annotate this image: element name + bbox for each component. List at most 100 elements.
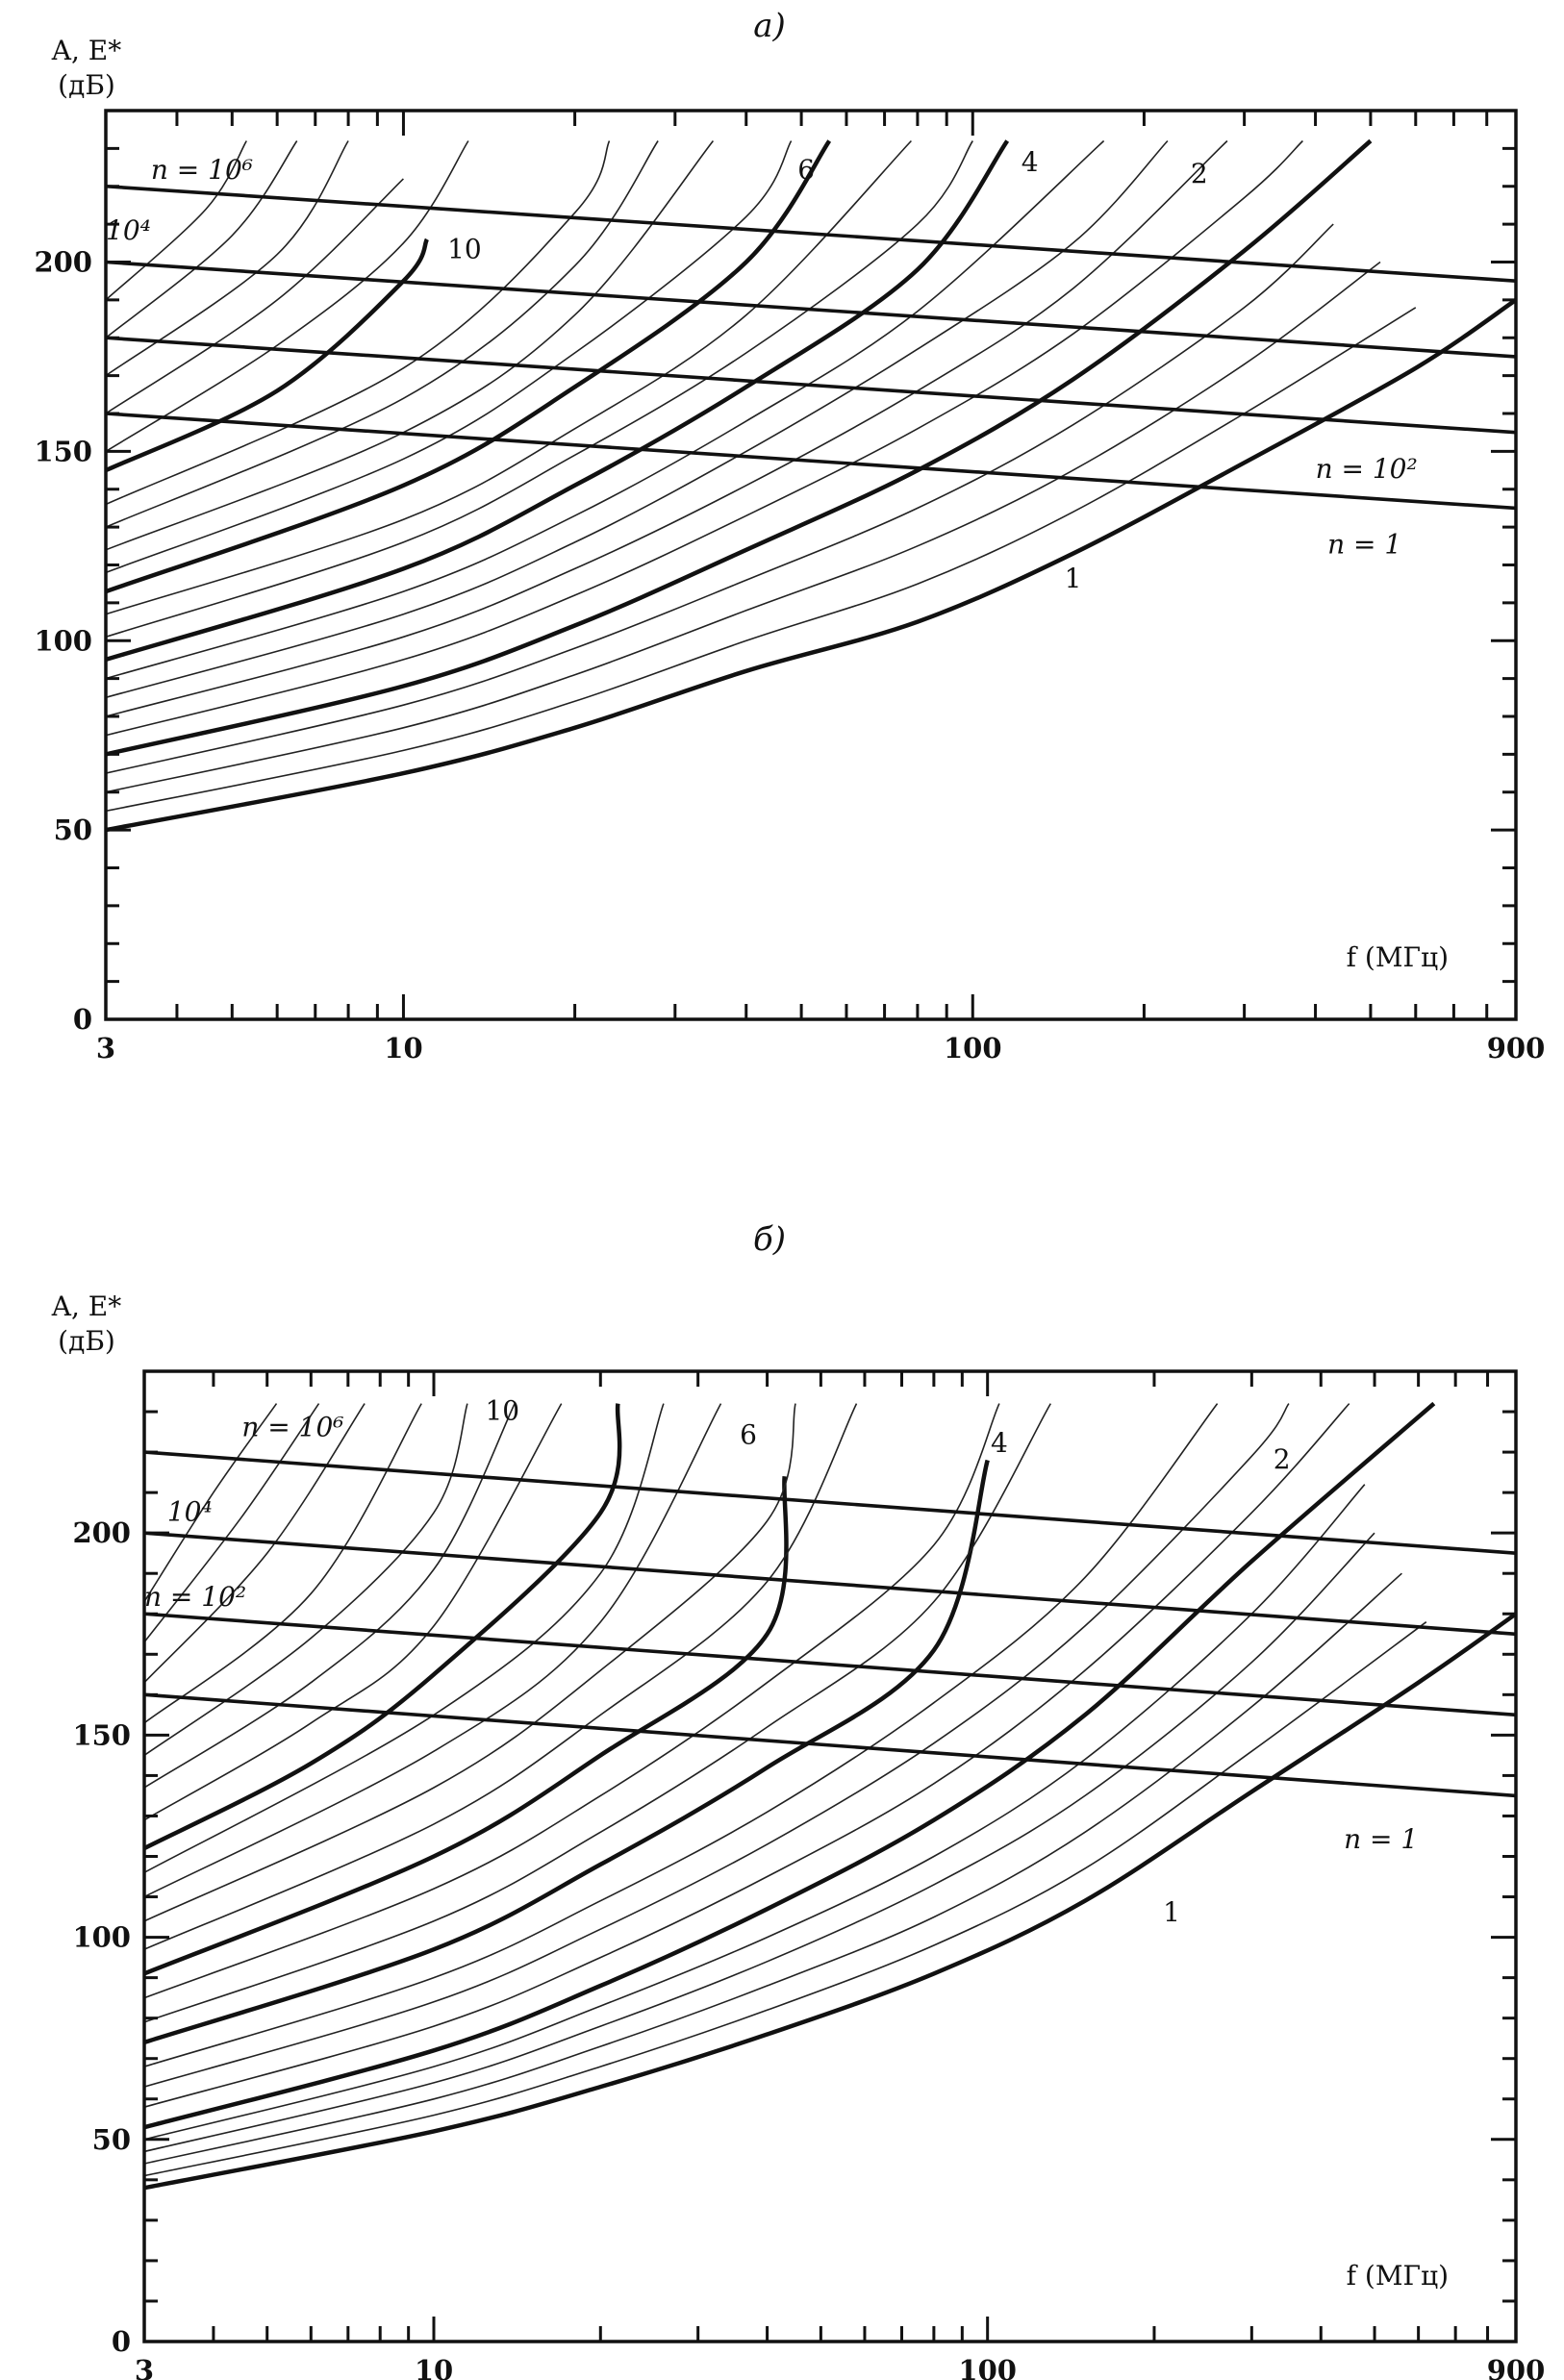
n-line-label: 10⁴ xyxy=(106,214,151,246)
curve-label: 4 xyxy=(991,1427,1008,1459)
curve-labeled-4 xyxy=(144,1459,990,2045)
curve-1 xyxy=(144,1621,1427,2177)
n-line-label: n = 10² xyxy=(1316,453,1418,485)
curve-label: 10 xyxy=(447,234,482,265)
y-axis-label: A, E* xyxy=(51,1290,121,1322)
n-line-label: n = 10⁶ xyxy=(241,1411,343,1442)
x-tick-label: 900 xyxy=(1487,2354,1546,2380)
n-line-label: n = 10⁶ xyxy=(151,154,253,186)
panel-label: a) xyxy=(753,7,786,45)
curve-label: 2 xyxy=(1274,1443,1291,1475)
curve-16 xyxy=(144,1403,665,1874)
curve-2 xyxy=(144,1572,1402,2165)
curve-20 xyxy=(144,1403,468,1757)
curve-18 xyxy=(144,1403,563,1821)
n-line xyxy=(144,1692,1516,1798)
curve-11 xyxy=(144,1403,1000,1999)
curve-labeled-2 xyxy=(144,1401,1436,2130)
y-tick-label: 150 xyxy=(34,435,92,467)
y-tick-label: 200 xyxy=(34,246,92,279)
n-line xyxy=(144,1450,1516,1555)
curve-labeled-10 xyxy=(106,238,429,473)
curve-3 xyxy=(106,223,1334,774)
chart-panel-b: б) A, E*(дБ) 3 10 100 900 0 50 100 150 200 f (МГц) 1… xyxy=(51,1220,1546,2380)
curve-4 xyxy=(144,1484,1366,2141)
curve-label: 1 xyxy=(1163,1896,1180,1928)
plot-frame xyxy=(104,109,1518,1021)
curve-labeled-4 xyxy=(106,139,1010,663)
curve-24 xyxy=(144,1403,278,1603)
panel-label: б) xyxy=(753,1220,786,1259)
curve-15 xyxy=(144,1403,722,1898)
curve-7 xyxy=(144,1403,1290,2088)
y-tick-label: 50 xyxy=(92,2123,131,2156)
curve-labeled-6 xyxy=(106,139,832,594)
curve-label: 1 xyxy=(1065,563,1082,594)
curve-6 xyxy=(144,1403,1350,2108)
curve-19 xyxy=(106,178,404,414)
n-line xyxy=(106,184,1516,283)
curve-13 xyxy=(144,1403,858,1950)
curve-labeled-6 xyxy=(144,1476,789,1976)
curve-label: 10 xyxy=(485,1394,519,1426)
n-line-label: n = 1 xyxy=(1344,1823,1418,1855)
x-tick-label: 3 xyxy=(135,2354,154,2380)
curve-15 xyxy=(106,140,659,528)
curve-16 xyxy=(106,140,611,506)
y-axis-unit: (дБ) xyxy=(58,69,115,101)
curve-13 xyxy=(106,140,793,574)
n-line-label: n = 1 xyxy=(1327,529,1401,561)
curve-11 xyxy=(106,139,912,615)
curve-labeled-10 xyxy=(144,1403,622,1851)
plot-area xyxy=(106,138,1516,833)
curve-21 xyxy=(106,140,298,338)
n-line xyxy=(144,1531,1516,1637)
n-line xyxy=(106,336,1516,435)
curve-2 xyxy=(106,261,1381,793)
curve-labeled-1 xyxy=(106,298,1516,833)
y-tick-label: 200 xyxy=(72,1516,131,1549)
curve-5 xyxy=(106,139,1303,737)
x-tick-label: 10 xyxy=(415,2354,453,2380)
x-tick-label: 100 xyxy=(944,1032,1002,1065)
curve-3 xyxy=(144,1532,1375,2153)
y-tick-label: 0 xyxy=(73,1003,92,1036)
n-line xyxy=(144,1612,1516,1717)
y-tick-label: 100 xyxy=(72,1921,131,1954)
y-axis-unit: (дБ) xyxy=(58,1325,115,1357)
curve-8 xyxy=(106,139,1105,680)
x-tick-label: 100 xyxy=(958,2354,1017,2380)
curve-20 xyxy=(106,140,349,377)
chart-panel-a: a) A, E*(дБ) 3 10 100 900 0 50 100 150 200 f (МГц) 1… xyxy=(34,7,1545,1065)
x-tick-label: 3 xyxy=(96,1032,115,1065)
curve-14 xyxy=(144,1403,796,1922)
curve-14 xyxy=(106,140,715,551)
curve-19 xyxy=(144,1403,516,1789)
n-line-label: 10⁴ xyxy=(167,1496,213,1528)
curve-10 xyxy=(144,1403,1051,2023)
tick-marks xyxy=(104,111,1518,1021)
x-axis-label: f (МГц) xyxy=(1347,941,1449,973)
curve-label: 6 xyxy=(740,1419,757,1451)
curve-labeled-1 xyxy=(144,1612,1516,2191)
curve-label: 6 xyxy=(797,154,815,186)
x-tick-label: 10 xyxy=(384,1032,422,1065)
plot-frame xyxy=(142,1369,1518,2343)
x-axis-label: f (МГц) xyxy=(1347,2260,1449,2292)
x-tick-label: 900 xyxy=(1487,1032,1546,1065)
y-tick-label: 50 xyxy=(54,814,92,846)
curve-labeled-2 xyxy=(106,138,1373,757)
curve-8 xyxy=(144,1403,1219,2067)
curve-10 xyxy=(106,140,973,639)
curve-22 xyxy=(106,140,247,301)
curve-22 xyxy=(144,1403,366,1684)
curve-label: 2 xyxy=(1191,158,1208,189)
curve-6 xyxy=(106,139,1228,717)
n-line-label: n = 10² xyxy=(144,1581,246,1613)
y-tick-label: 0 xyxy=(112,2325,131,2358)
y-tick-label: 150 xyxy=(72,1718,131,1751)
y-axis-label: A, E* xyxy=(51,35,121,66)
tick-marks xyxy=(142,1371,1518,2343)
plot-area xyxy=(144,1401,1516,2191)
